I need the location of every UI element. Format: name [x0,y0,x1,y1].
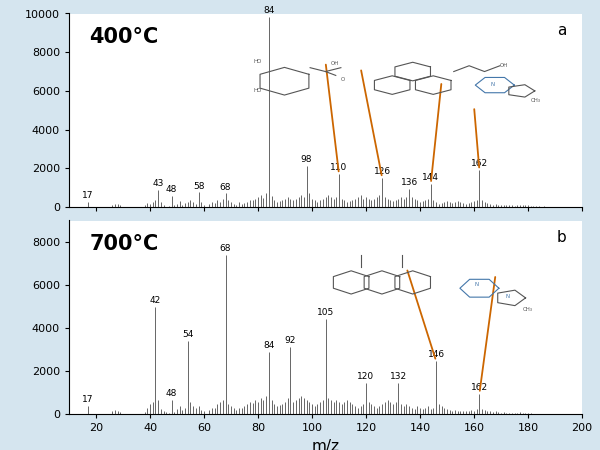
Text: a: a [557,23,566,38]
Text: 84: 84 [263,341,274,350]
Text: OH: OH [500,63,508,68]
Text: 92: 92 [285,337,296,346]
Text: 144: 144 [422,173,439,182]
Text: O: O [341,77,345,82]
Text: 43: 43 [152,179,164,188]
Text: OH: OH [331,61,339,66]
Text: 42: 42 [150,296,161,305]
Text: 68: 68 [220,183,232,192]
Text: CH₃: CH₃ [531,98,541,103]
Text: 136: 136 [401,178,418,187]
Text: 17: 17 [82,191,94,200]
Text: 98: 98 [301,155,313,164]
Text: N: N [506,294,509,299]
Text: 105: 105 [317,308,334,317]
Text: 48: 48 [166,389,177,398]
Text: 162: 162 [471,159,488,168]
Text: 48: 48 [166,185,177,194]
Text: HO: HO [254,88,262,94]
Text: 132: 132 [390,372,407,381]
Text: N: N [490,81,494,87]
Text: 162: 162 [471,382,488,392]
Text: 120: 120 [358,372,374,381]
Text: 700°C: 700°C [89,234,159,254]
Text: CH₃: CH₃ [523,307,533,312]
Text: 68: 68 [220,244,232,253]
Text: 58: 58 [193,181,205,190]
Text: 17: 17 [82,395,94,404]
Text: 146: 146 [428,351,445,360]
Text: 400°C: 400°C [89,27,159,47]
Text: 126: 126 [374,167,391,176]
Text: 84: 84 [263,6,274,15]
Text: 54: 54 [182,330,193,339]
Text: b: b [557,230,566,245]
Text: N: N [475,282,479,287]
Text: HO: HO [254,59,262,64]
Text: 110: 110 [331,163,347,172]
X-axis label: m/z: m/z [311,439,340,450]
